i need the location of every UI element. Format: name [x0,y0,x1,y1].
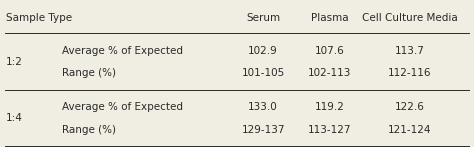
Text: 119.2: 119.2 [314,102,345,112]
Text: 102-113: 102-113 [308,69,351,78]
Text: Average % of Expected: Average % of Expected [62,46,182,56]
Text: 107.6: 107.6 [315,46,344,56]
Text: 129-137: 129-137 [241,125,285,135]
Text: Range (%): Range (%) [62,125,116,135]
Text: 102.9: 102.9 [248,46,278,56]
Text: Cell Culture Media: Cell Culture Media [362,13,458,23]
Text: 113-127: 113-127 [308,125,351,135]
Text: Sample Type: Sample Type [6,13,72,23]
Text: 113.7: 113.7 [395,46,425,56]
Text: Serum: Serum [246,13,280,23]
Text: 122.6: 122.6 [395,102,425,112]
Text: 1:2: 1:2 [6,57,23,67]
Text: 133.0: 133.0 [248,102,278,112]
Text: Average % of Expected: Average % of Expected [62,102,182,112]
Text: 101-105: 101-105 [241,69,285,78]
Text: Range (%): Range (%) [62,69,116,78]
Text: 1:4: 1:4 [6,113,23,123]
Text: 121-124: 121-124 [388,125,432,135]
Text: Plasma: Plasma [310,13,348,23]
Text: 112-116: 112-116 [388,69,432,78]
